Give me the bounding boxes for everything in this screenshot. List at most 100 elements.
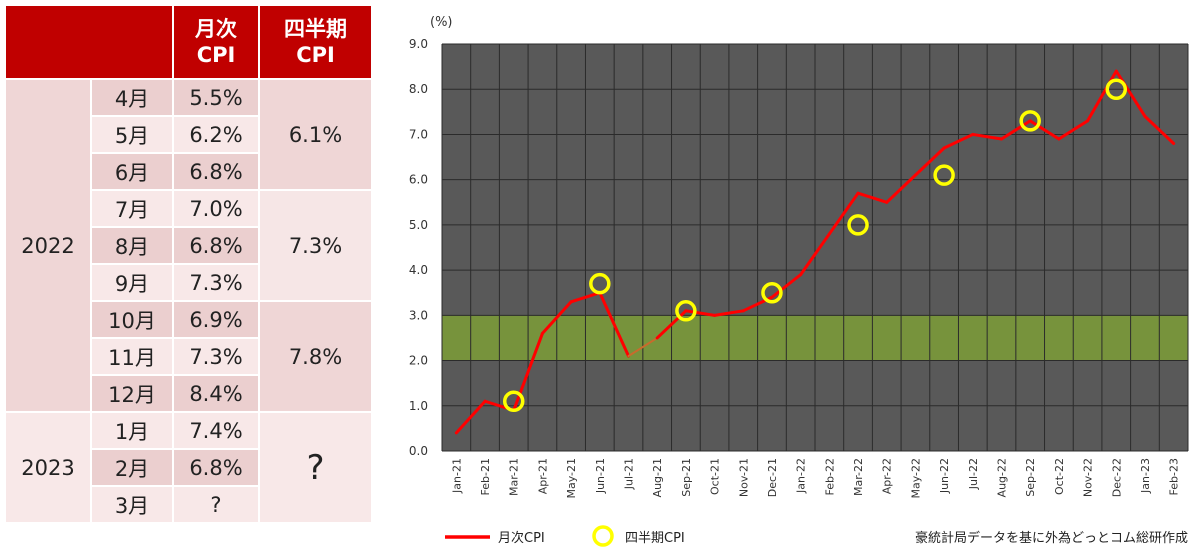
monthly-cpi-cell: 8.4%: [174, 376, 258, 411]
y-tick-label: 3.0: [409, 308, 428, 322]
table-row: 7月 7.0% 7.3%: [6, 191, 371, 300]
monthly-cpi-segment: [770, 273, 803, 299]
monthly-cpi-segment: [655, 309, 688, 340]
monthly-cpi-segment: [885, 173, 917, 204]
table-row: 2月 6.8%: [6, 450, 371, 485]
x-tick-label: Nov-21: [737, 458, 750, 497]
x-tick-label: Oct-22: [1053, 458, 1066, 495]
month-cell: 1月: [92, 413, 172, 448]
header-blank: [6, 6, 172, 78]
quarterly-cpi-marker: [933, 164, 955, 186]
x-tick-label: Aug-22: [996, 458, 1009, 497]
table-row: 11月 7.3%: [6, 339, 371, 374]
table-row: 12月 8.4%: [6, 376, 371, 411]
monthly-cpi-cell: 6.8%: [174, 450, 258, 485]
monthly-cpi-cell: 6.8%: [174, 228, 258, 263]
monthly-cpi-segment: [713, 309, 745, 317]
quarterly-cpi-marker: [847, 214, 869, 236]
y-tick-label: 8.0: [409, 82, 428, 96]
monthly-cpi-segment: [1057, 119, 1090, 141]
x-tick-label: Mar-22: [852, 458, 865, 496]
month-cell: 4月: [92, 80, 172, 115]
header-quarterly-cpi: 四半期 CPI: [260, 6, 371, 78]
x-tick-label: Dec-21: [766, 458, 779, 497]
month-cell: 10月: [92, 302, 172, 337]
legend-marker-swatch: [592, 525, 614, 547]
x-tick-label: Oct-21: [709, 458, 722, 495]
table-row: 6月 6.8%: [6, 154, 371, 189]
monthly-cpi-segment: [971, 132, 1003, 141]
x-tick-label: Apr-22: [881, 458, 894, 494]
table-row: 10月 6.9% 7.8%: [6, 302, 371, 411]
y-tick-label: 0.0: [409, 444, 428, 458]
monthly-cpi-segment: [1028, 119, 1061, 141]
monthly-cpi-segment: [1114, 69, 1147, 118]
quarterly-cpi-marker: [589, 272, 611, 295]
monthly-cpi-segment: [913, 146, 946, 177]
quarterly-cpi-cell: 6.1%: [260, 80, 371, 189]
monthly-cpi-cell: 5.5%: [174, 80, 258, 115]
y-tick-label: 5.0: [409, 218, 428, 232]
quarterly-cpi-cell: 7.8%: [260, 302, 371, 411]
monthly-cpi-segment: [598, 291, 630, 358]
quarterly-cpi-marker: [502, 390, 525, 413]
x-tick-label: May-22: [909, 458, 922, 499]
quarterly-cpi-cell: 7.3%: [260, 191, 371, 300]
y-tick-label: 4.0: [409, 263, 428, 277]
y-tick-label: 6.0: [409, 173, 428, 187]
y-tick-label: 1.0: [409, 399, 428, 413]
cpi-table: 月次 CPI 四半期 CPI 2022 4月 5.5% 6.1% 5月 6.2% 6月 6.8% 7月 7…: [4, 4, 373, 524]
month-cell: 12月: [92, 376, 172, 411]
x-tick-label: Jun-22: [938, 458, 951, 494]
source-note: 豪統計局データを基に外為どっとコム総研作成: [915, 530, 1188, 546]
header-monthly-cpi: 月次 CPI: [174, 6, 258, 78]
monthly-cpi-segment: [540, 300, 573, 335]
y-unit-label: (%): [430, 15, 453, 30]
table-row: 3月?: [6, 487, 371, 522]
y-tick-label: 7.0: [409, 127, 428, 141]
table-row: 2023 1月 7.4%?: [6, 413, 371, 522]
month-cell: 9月: [92, 265, 172, 300]
monthly-cpi-segment: [799, 232, 831, 277]
legend-monthly-label: 月次CPI: [498, 530, 545, 546]
month-cell: 8月: [92, 228, 172, 263]
monthly-cpi-segment: [856, 191, 889, 204]
x-tick-label: Jul-21: [623, 458, 636, 490]
month-cell: 11月: [92, 339, 172, 374]
monthly-cpi-segment: [569, 291, 602, 304]
month-cell: 3月: [92, 487, 172, 522]
quarterly-cpi-marker: [1105, 78, 1128, 100]
monthly-cpi-cell: 7.0%: [174, 191, 258, 226]
x-tick-label: Apr-21: [536, 458, 549, 494]
monthly-cpi-segment: [684, 309, 717, 317]
month-cell: 6月: [92, 154, 172, 189]
x-tick-label: Nov-22: [1082, 458, 1095, 497]
x-tick-label: Jan-23: [1139, 458, 1152, 494]
x-tick-label: Aug-21: [651, 458, 664, 497]
monthly-cpi-segment: [512, 331, 544, 412]
monthly-cpi-segment: [827, 191, 860, 236]
x-tick-label: Jun-21: [594, 458, 607, 494]
x-tick-label: Jan-21: [450, 458, 463, 494]
month-cell: 5月: [92, 117, 172, 152]
table-row: 5月 6.2%: [6, 117, 371, 152]
monthly-cpi-segment: [942, 132, 975, 150]
monthly-cpi-cell: 6.9%: [174, 302, 258, 337]
table-row: 8月 6.8%: [6, 228, 371, 263]
monthly-cpi-cell: 6.2%: [174, 117, 258, 152]
x-tick-label: Mar-21: [508, 458, 521, 496]
monthly-cpi-cell: 7.3%: [174, 265, 258, 300]
monthly-cpi-cell: 7.4%: [174, 413, 258, 448]
x-tick-label: Feb-22: [823, 458, 836, 495]
monthly-cpi-cell: 7.3%: [174, 339, 258, 374]
monthly-cpi-segment: [1086, 69, 1118, 123]
x-tick-label: Jan-22: [795, 458, 808, 494]
quarterly-cpi-marker: [1019, 110, 1041, 132]
legend-quarterly-label: 四半期CPI: [625, 531, 685, 546]
monthly-cpi-cell: 6.8%: [174, 154, 258, 189]
quarterly-cpi-marker: [761, 281, 783, 304]
year-cell: 2022: [6, 80, 90, 411]
x-tick-label: Feb-21: [479, 458, 492, 495]
monthly-cpi-segment: [627, 336, 659, 358]
